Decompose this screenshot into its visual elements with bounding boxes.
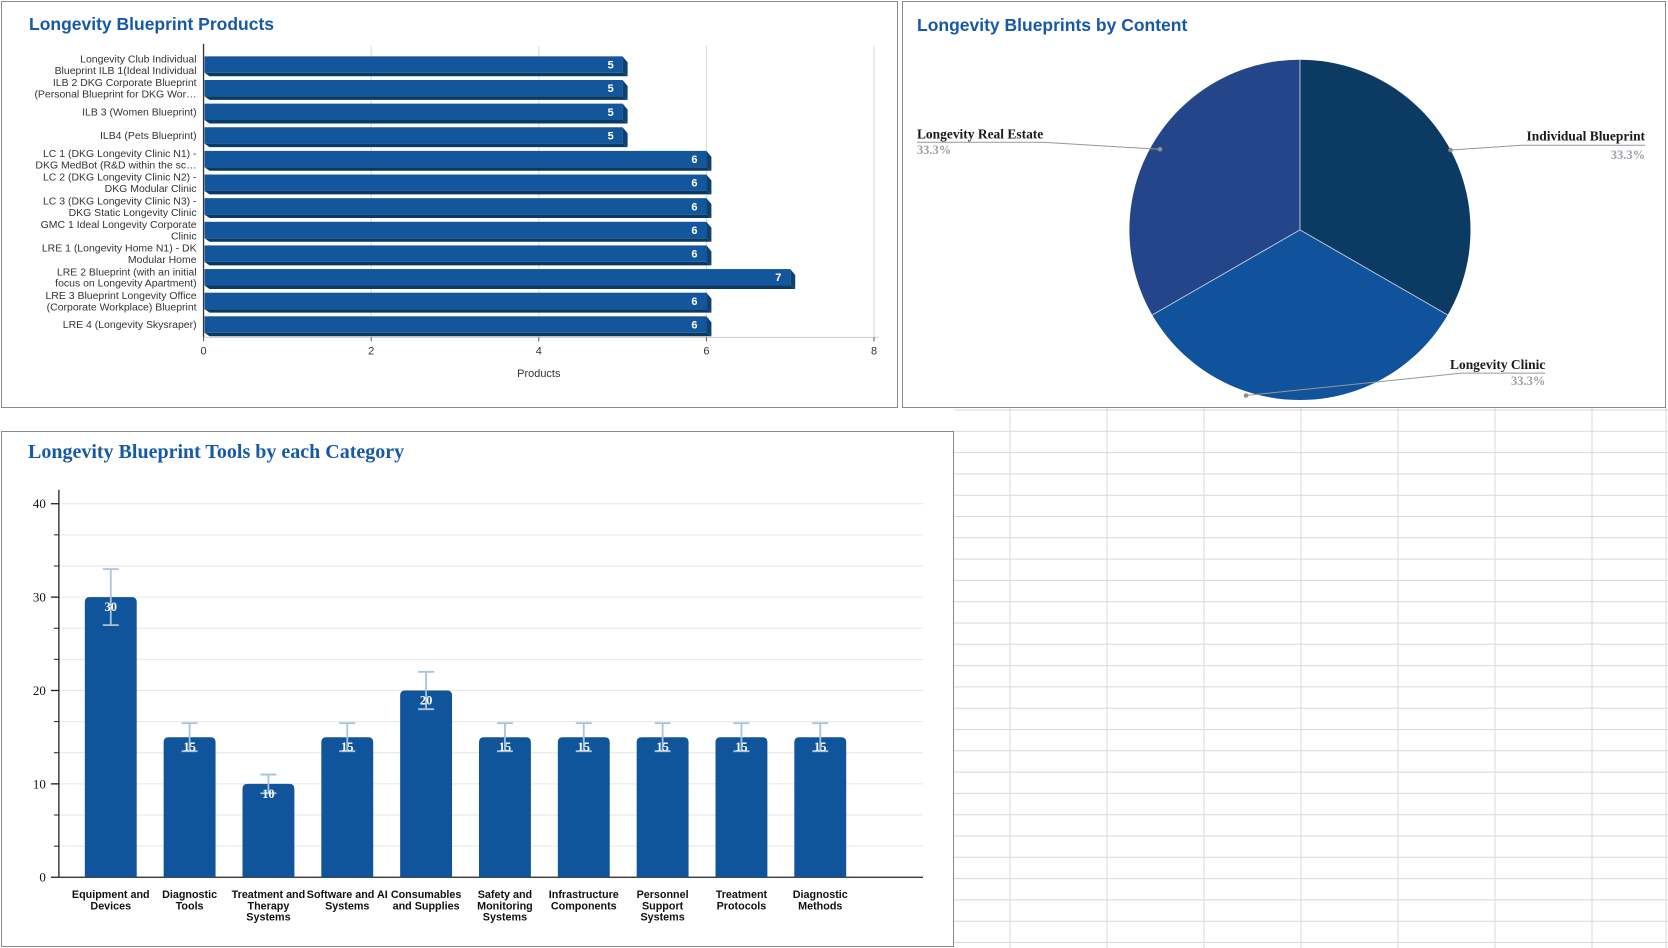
tools-chart-panel[interactable]: Longevity Blueprint Tools by each Catego… [1, 431, 954, 947]
svg-text:6: 6 [691, 225, 697, 237]
svg-text:30: 30 [105, 600, 117, 614]
svg-text:6: 6 [691, 178, 697, 190]
svg-text:ILB 3 (Women Blueprint): ILB 3 (Women Blueprint) [82, 107, 196, 118]
svg-text:Safety and: Safety and [478, 889, 532, 901]
svg-text:6: 6 [703, 345, 709, 357]
svg-text:LC 3 (DKG Longevity Clinic N3): LC 3 (DKG Longevity Clinic N3) - [43, 196, 197, 207]
svg-text:30: 30 [33, 590, 46, 605]
svg-text:Modular Home: Modular Home [128, 255, 197, 266]
svg-text:Systems: Systems [325, 900, 369, 912]
svg-text:Longevity Club Individual: Longevity Club Individual [80, 55, 196, 66]
svg-text:LRE 3 Blueprint Longevity Offi: LRE 3 Blueprint Longevity Office [45, 291, 196, 302]
svg-text:Systems: Systems [246, 912, 290, 924]
tools-chart-title: Longevity Blueprint Tools by each Catego… [28, 441, 405, 463]
svg-text:Consumables: Consumables [391, 889, 462, 901]
svg-text:5: 5 [608, 83, 614, 95]
svg-text:Equipment and: Equipment and [72, 889, 150, 901]
svg-text:6: 6 [691, 249, 697, 261]
svg-text:LRE 2 Blueprint (with an initi: LRE 2 Blueprint (with an initial [57, 267, 197, 278]
svg-text:15: 15 [814, 740, 826, 754]
svg-text:focus on Longevity Apartment): focus on Longevity Apartment) [55, 279, 196, 290]
svg-text:6: 6 [691, 154, 697, 166]
svg-text:15: 15 [183, 740, 195, 754]
svg-text:Personnel: Personnel [637, 889, 689, 901]
svg-text:(Personal Blueprint for DKG Wo: (Personal Blueprint for DKG Wor… [34, 90, 196, 101]
svg-text:LRE 1 (Longevity Home N1) - DK: LRE 1 (Longevity Home N1) - DK [42, 244, 197, 255]
svg-text:Tools: Tools [176, 900, 204, 912]
svg-text:Systems: Systems [640, 912, 684, 924]
svg-text:ILB4 (Pets Blueprint): ILB4 (Pets Blueprint) [100, 131, 197, 142]
svg-text:5: 5 [608, 60, 614, 72]
svg-text:Software and AI: Software and AI [307, 889, 388, 901]
svg-text:6: 6 [691, 320, 697, 332]
products-chart-title: Longevity Blueprint Products [29, 14, 275, 34]
svg-text:GMC 1 Ideal Longevity Corporat: GMC 1 Ideal Longevity Corporate [41, 220, 197, 231]
svg-text:10: 10 [262, 787, 274, 801]
svg-text:6: 6 [691, 201, 697, 213]
svg-text:DKG Modular Clinic: DKG Modular Clinic [105, 184, 197, 195]
content-pie-title: Longevity Blueprints by Content [917, 15, 1188, 35]
products-chart-panel[interactable]: Longevity Blueprint Products 0 2 4 6 8 Produc… [1, 1, 898, 408]
svg-text:Systems: Systems [483, 912, 527, 924]
svg-text:6: 6 [691, 296, 697, 308]
svg-text:Products: Products [517, 368, 561, 380]
svg-text:20: 20 [33, 683, 46, 698]
svg-text:Treatment: Treatment [716, 889, 768, 901]
svg-text:15: 15 [578, 740, 590, 754]
svg-text:Devices: Devices [90, 900, 131, 912]
svg-text:10: 10 [33, 776, 46, 791]
svg-text:Infrastructure: Infrastructure [549, 889, 619, 901]
svg-text:5: 5 [608, 107, 614, 119]
svg-text:20: 20 [420, 693, 432, 707]
svg-text:Diagnostic: Diagnostic [162, 889, 217, 901]
svg-text:0: 0 [39, 870, 45, 885]
svg-text:4: 4 [536, 345, 542, 357]
svg-text:Protocols: Protocols [717, 900, 767, 912]
svg-text:LC 2 (DKG Longevity Clinic N2): LC 2 (DKG Longevity Clinic N2) - [43, 173, 197, 184]
svg-text:Therapy: Therapy [248, 900, 290, 912]
svg-text:Clinic: Clinic [171, 231, 197, 242]
svg-text:15: 15 [656, 740, 668, 754]
svg-text:Monitoring: Monitoring [477, 900, 533, 912]
svg-text:Diagnostic: Diagnostic [793, 889, 848, 901]
svg-text:2: 2 [368, 345, 374, 357]
svg-text:(Corporate Workplace) Blueprin: (Corporate Workplace) Blueprint [47, 302, 197, 313]
svg-text:0: 0 [200, 345, 206, 357]
svg-text:5: 5 [608, 130, 614, 142]
svg-text:DKG Static Longevity Clinic: DKG Static Longevity Clinic [69, 208, 197, 219]
svg-text:33.3%: 33.3% [1611, 148, 1645, 162]
content-pie-panel[interactable]: Longevity Blueprints by Content Individu… [902, 1, 1666, 408]
svg-text:Blueprint ILB 1(Ideal Individu: Blueprint ILB 1(Ideal Individual [55, 66, 197, 77]
svg-text:LC 1 (DKG Longevity Clinic N1): LC 1 (DKG Longevity Clinic N1) - [43, 149, 197, 160]
svg-text:8: 8 [871, 345, 877, 357]
svg-text:ILB 2 DKG Corporate Blueprint: ILB 2 DKG Corporate Blueprint [53, 78, 197, 89]
svg-text:15: 15 [341, 740, 353, 754]
svg-text:Methods: Methods [798, 900, 842, 912]
svg-text:Longevity Clinic: Longevity Clinic [1450, 357, 1545, 372]
svg-text:and Supplies: and Supplies [393, 900, 460, 912]
svg-text:LRE 4 (Longevity Skysraper): LRE 4 (Longevity Skysraper) [63, 320, 197, 331]
svg-text:40: 40 [33, 496, 46, 511]
svg-text:15: 15 [499, 740, 511, 754]
svg-text:DKG MedBot (R&D within the sc…: DKG MedBot (R&D within the sc… [35, 161, 196, 172]
svg-text:Support: Support [642, 900, 684, 912]
svg-text:Individual Blueprint: Individual Blueprint [1527, 128, 1646, 143]
spreadsheet-cells-area[interactable] [954, 408, 1668, 948]
svg-text:Components: Components [551, 900, 617, 912]
products-bar-chart-figure: 0 2 4 6 8 Products 5 Longevity Club IndividualB… [34, 43, 879, 380]
svg-text:33.3%: 33.3% [1511, 374, 1545, 388]
svg-text:15: 15 [735, 740, 747, 754]
svg-text:Longevity Real Estate: Longevity Real Estate [917, 126, 1043, 141]
svg-text:33.3%: 33.3% [917, 143, 951, 157]
svg-text:7: 7 [775, 272, 781, 284]
content-pie-figure: Individual Blueprint 33.3% Longevity Clini… [916, 59, 1646, 401]
svg-text:Treatment and: Treatment and [232, 889, 306, 901]
